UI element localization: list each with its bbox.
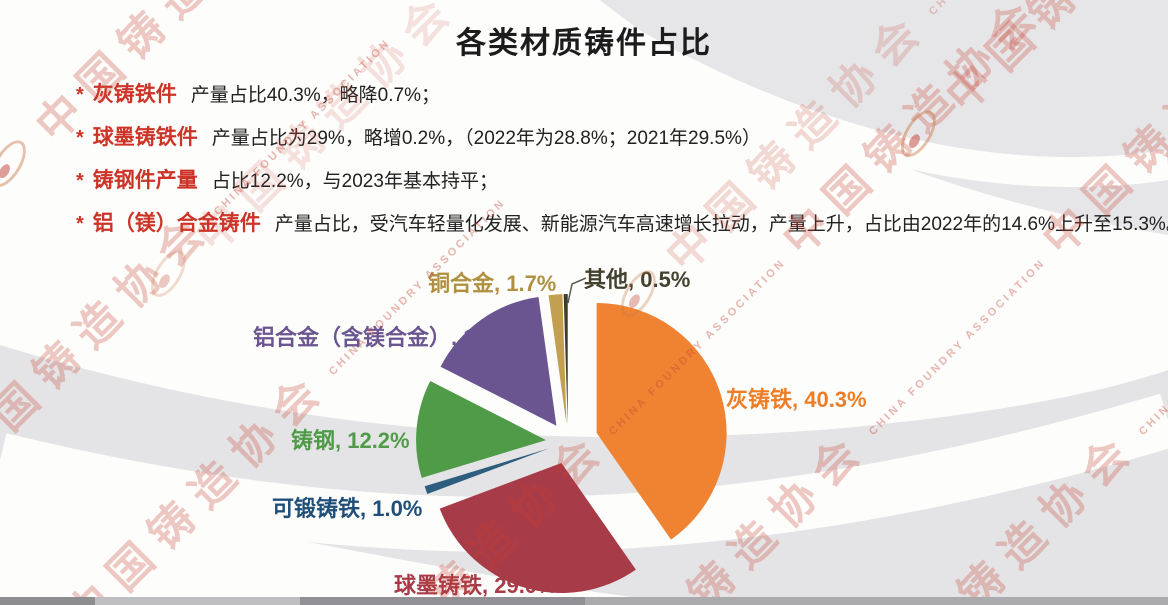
pie-label-ductile-iron: 球墨铸铁, 29.0% [394, 573, 557, 598]
bullet-term: 铸钢件产量 [92, 169, 198, 192]
bullet-star: * [76, 170, 84, 192]
pie-slice-cast-steel [416, 381, 547, 478]
pie-slice-malleable-iron [424, 448, 550, 494]
pie-slice-copper-alloy [548, 294, 567, 425]
bullet-item: * 铸钢件产量 占比12.2%，与2023年基本持平； [76, 164, 1168, 194]
pie-slice-gray-iron [596, 302, 727, 540]
bottom-bar-segment [0, 597, 95, 605]
pie-label-other: 其他, 0.5% [584, 267, 691, 292]
bullet-term: 球墨铸铁件 [92, 126, 198, 149]
bullet-star: * [76, 213, 84, 235]
bottom-bar-segment [95, 597, 300, 605]
bullet-description: 产量占比40.3%，略降0.7%； [190, 85, 440, 106]
bullet-term: 灰铸铁件 [92, 83, 177, 106]
pie-label-malleable-iron: 可锻铸铁, 1.0% [272, 496, 423, 521]
pie-label-copper-alloy: 铜合金, 1.7% [428, 271, 557, 296]
bullet-star: * [76, 84, 84, 106]
bottom-bar-segment [585, 597, 1168, 605]
pie-slice-aluminum-alloy [440, 296, 557, 426]
bullet-term: 铝（镁）合金铸件 [92, 212, 261, 235]
pie-label-aluminum-alloy: 铝合金（含镁合金）, 15.3% [253, 325, 526, 350]
bullet-description: 占比12.2%，与2023年基本持平； [211, 171, 498, 192]
bottom-bar [0, 597, 1168, 605]
bullet-star: * [76, 127, 84, 149]
pie-label-gray-iron: 灰铸铁, 40.3% [726, 387, 867, 412]
bottom-bar-segment [300, 597, 585, 605]
bullet-item: * 灰铸铁件 产量占比40.3%，略降0.7%； [76, 78, 1168, 108]
pie-slice-other [563, 294, 568, 425]
pie-label-cast-steel: 铸钢, 12.2% [291, 428, 410, 453]
